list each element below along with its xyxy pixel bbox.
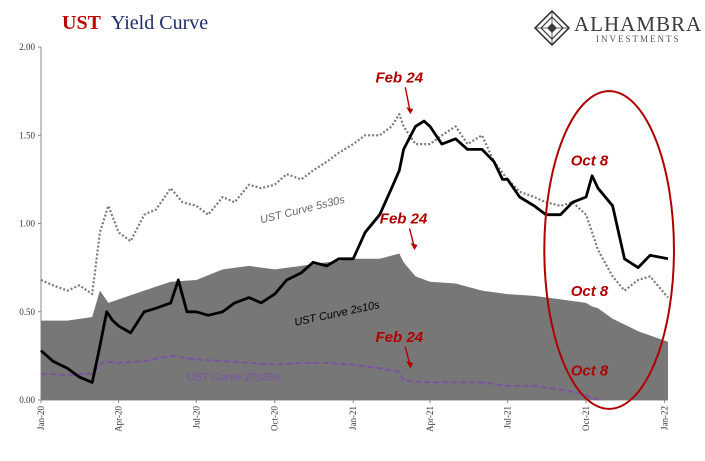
x-tick-label: Jan-21 [348, 406, 358, 430]
series-label: UST Curve 10s30s [248, 237, 342, 265]
annotation-arrowhead [406, 361, 414, 369]
annotation-label: Oct 8 [571, 283, 609, 300]
x-tick-label: Jul-20 [191, 406, 201, 429]
chart-title: UST Yield Curve [62, 12, 208, 34]
logo-sub: INVESTMENTS [596, 34, 681, 44]
annotation-arrowhead [406, 107, 414, 115]
y-tick-label: 1.00 [19, 219, 35, 229]
x-axis: Jan-20 Apr-20 Jul-20 Oct-20 Jan-21 Apr-21 Jul-… [36, 399, 670, 432]
alhambra-logo: ALHAMBRA INVESTMENTS [533, 9, 702, 47]
y-tick-label: 1.50 [19, 130, 35, 140]
x-tick-label: Apr-21 [425, 406, 435, 432]
annotation-arrow [404, 87, 411, 113]
x-tick-label: Jan-20 [36, 406, 46, 430]
annotation-label: Oct 8 [571, 362, 609, 379]
annotation-label: Feb 24 [376, 329, 424, 346]
x-tick-label: Jan-22 [660, 406, 670, 430]
logo-name: ALHAMBRA [574, 12, 702, 36]
line-2s10s [40, 119, 669, 384]
plot-series [40, 113, 669, 401]
line-5s30s [40, 113, 669, 299]
annotation-label: Feb 24 [376, 69, 424, 86]
y-tick-label: 0.00 [19, 395, 35, 405]
highlight-ellipse [543, 90, 675, 410]
annotation-label: Oct 8 [571, 152, 609, 169]
series-label: UST Curve 20s30s [187, 372, 280, 384]
x-tick-label: Oct-21 [581, 406, 591, 431]
title-rest: Yield Curve [111, 12, 208, 34]
area-10s30s [41, 253, 668, 400]
logo-diamond-icon [533, 9, 571, 47]
y-axis: 0.00 0.50 1.00 1.50 2.00 [19, 42, 42, 405]
annotation-label: Feb 24 [380, 211, 428, 228]
annotations: Feb 24 Feb 24 Feb 24 Oct 8 Oct 8 Oct 8 [376, 69, 675, 410]
title-brand: UST [62, 12, 102, 34]
y-tick-label: 0.50 [19, 307, 35, 317]
x-tick-label: Apr-20 [114, 406, 124, 432]
x-tick-label: Oct-20 [270, 406, 280, 431]
annotation-arrowhead [410, 242, 418, 250]
y-tick-label: 2.00 [19, 42, 35, 52]
x-tick-label: Jul-21 [503, 406, 513, 429]
series-label: UST Curve 5s30s [259, 194, 347, 227]
